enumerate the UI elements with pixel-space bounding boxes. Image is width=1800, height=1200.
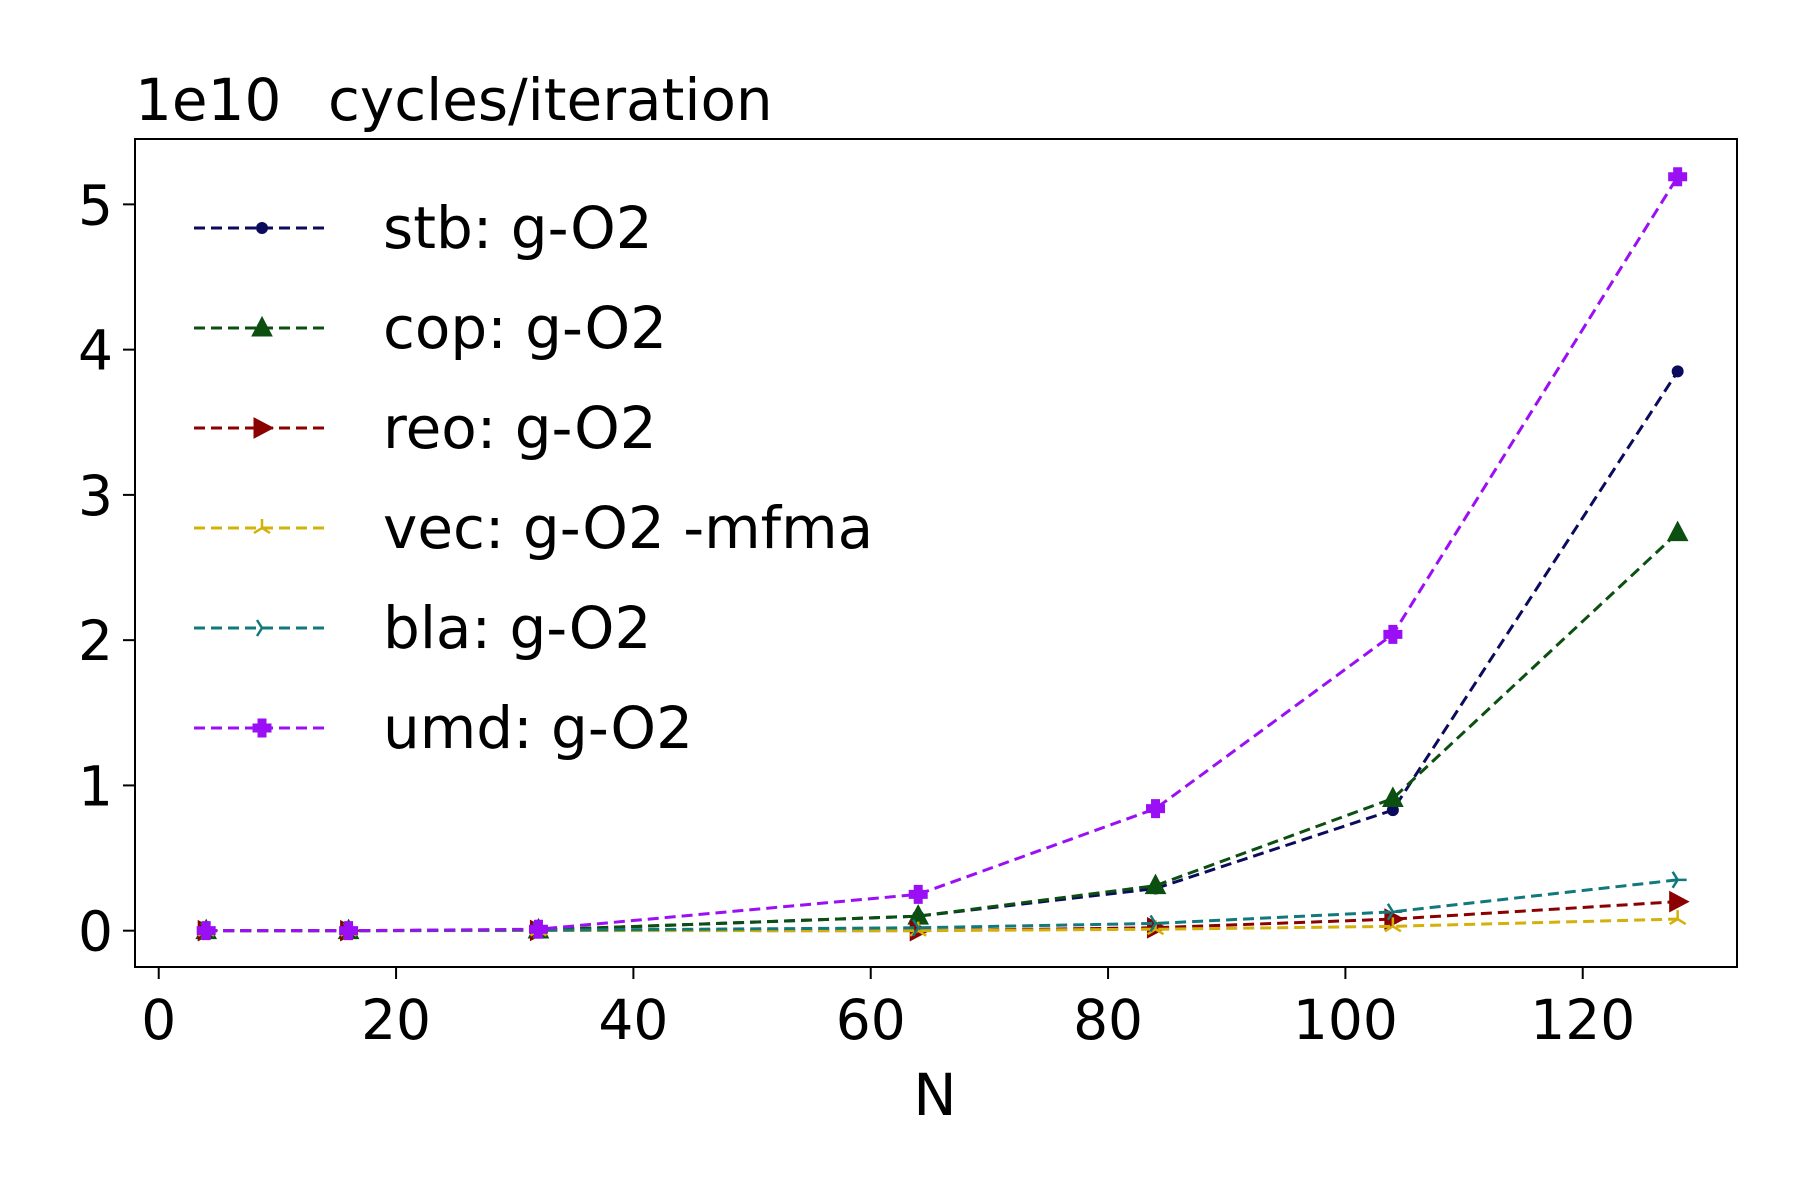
data-point bbox=[1386, 903, 1402, 921]
legend-label: vec: g-O2 -mfma bbox=[383, 494, 873, 562]
x-tick-label: 40 bbox=[598, 988, 668, 1052]
y-tick-label: 0 bbox=[78, 900, 113, 964]
data-point bbox=[196, 921, 216, 941]
data-point bbox=[908, 884, 928, 904]
legend-item-0: stb: g-O2 bbox=[194, 194, 653, 262]
y-tick-label: 5 bbox=[78, 173, 113, 237]
y-axis: 0 1 2 3 4 5 bbox=[78, 173, 135, 964]
data-point bbox=[1384, 908, 1405, 930]
data-point bbox=[1668, 167, 1688, 187]
legend-item-4: bla: g-O2 bbox=[194, 594, 651, 662]
legend-label: cop: g-O2 bbox=[383, 294, 667, 362]
y-tick-label: 1 bbox=[78, 754, 113, 818]
legend-label: stb: g-O2 bbox=[383, 194, 653, 262]
series-5 bbox=[196, 167, 1688, 941]
data-point bbox=[339, 921, 359, 941]
legend-item-2: reo: g-O2 bbox=[194, 394, 657, 462]
data-point bbox=[1671, 365, 1684, 378]
x-tick-label: 100 bbox=[1293, 988, 1398, 1052]
legend-label: umd: g-O2 bbox=[383, 694, 693, 762]
legend-item-5: umd: g-O2 bbox=[194, 694, 693, 762]
y-tick-label: 2 bbox=[78, 609, 113, 673]
legend-marker bbox=[256, 222, 268, 234]
data-point bbox=[1146, 799, 1166, 819]
data-point bbox=[1666, 520, 1689, 542]
data-point bbox=[1669, 910, 1687, 926]
data-point bbox=[528, 919, 548, 939]
data-point bbox=[912, 919, 928, 937]
data-point bbox=[1144, 873, 1167, 895]
legend-marker bbox=[255, 619, 271, 637]
legend: stb: g-O2 cop: g-O2 reo: g-O2 vec: g-O2 -mf… bbox=[194, 194, 873, 762]
plot-area bbox=[134, 138, 1738, 968]
x-axis: 0 20 40 60 80 100 120 bbox=[141, 967, 1635, 1052]
legend-label: bla: g-O2 bbox=[383, 594, 651, 662]
x-tick-label: 120 bbox=[1530, 988, 1635, 1052]
legend-marker bbox=[251, 315, 273, 337]
data-point bbox=[1671, 871, 1687, 889]
x-axis-label: N bbox=[913, 1061, 956, 1129]
legend-marker bbox=[253, 417, 275, 439]
legend-marker bbox=[252, 718, 272, 738]
data-point bbox=[1384, 917, 1402, 933]
plot-frame bbox=[134, 138, 1738, 968]
legend-label: reo: g-O2 bbox=[383, 394, 657, 462]
data-point bbox=[1382, 786, 1404, 807]
y-tick-label: 3 bbox=[78, 464, 113, 528]
chart-title: cycles/iteration bbox=[328, 66, 773, 134]
legend-marker bbox=[253, 519, 271, 535]
y-scale-label: 1e10 bbox=[135, 66, 281, 134]
x-tick-label: 80 bbox=[1073, 988, 1143, 1052]
series-layer bbox=[195, 167, 1690, 942]
y-tick-label: 4 bbox=[78, 319, 113, 383]
legend-item-1: cop: g-O2 bbox=[194, 294, 667, 362]
x-tick-label: 20 bbox=[361, 988, 431, 1052]
data-point bbox=[1383, 624, 1403, 644]
data-point bbox=[1149, 914, 1165, 933]
legend-item-3: vec: g-O2 -mfma bbox=[194, 494, 873, 562]
x-tick-label: 0 bbox=[141, 988, 176, 1052]
x-tick-label: 60 bbox=[836, 988, 906, 1052]
data-point bbox=[1669, 890, 1690, 913]
